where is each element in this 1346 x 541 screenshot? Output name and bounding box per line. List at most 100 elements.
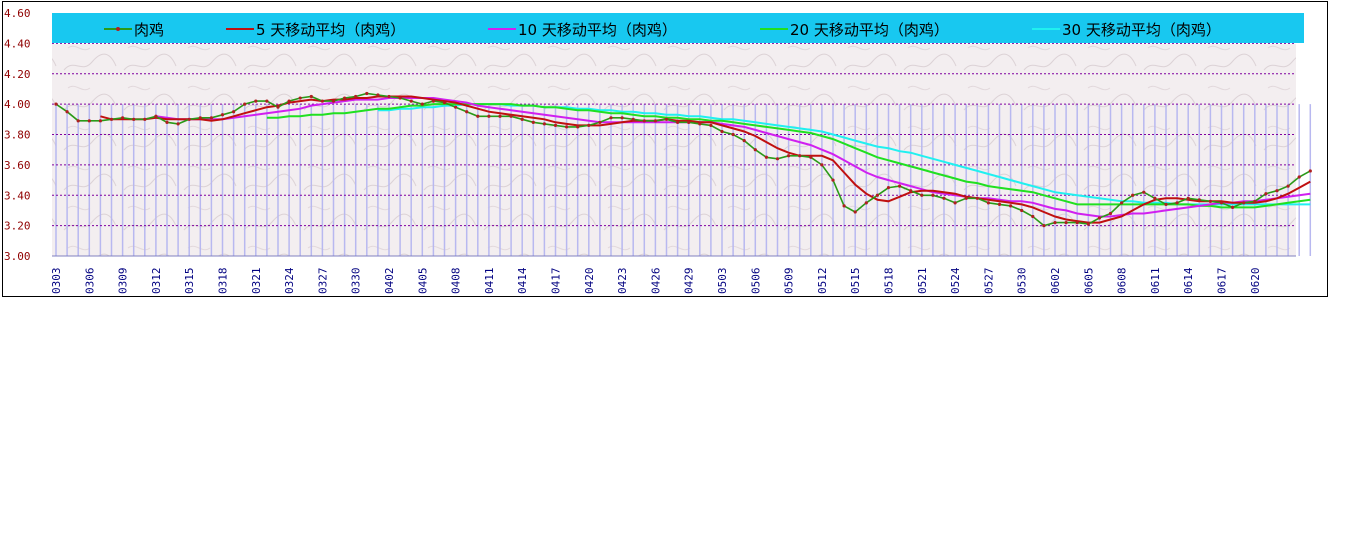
data-point xyxy=(1231,205,1235,209)
data-point xyxy=(1186,196,1190,200)
x-tick-label: 0524 xyxy=(949,267,962,294)
data-point xyxy=(1120,201,1124,205)
data-point xyxy=(254,99,258,103)
data-point xyxy=(587,123,591,127)
series-layer xyxy=(54,91,1312,228)
data-point xyxy=(498,114,502,118)
y-tick-label: 3.40 xyxy=(4,189,31,202)
data-point xyxy=(1275,189,1279,193)
legend-item-ma5: 5 天移动平均（肉鸡） xyxy=(226,21,405,39)
data-point xyxy=(1208,199,1212,203)
data-point xyxy=(187,117,191,121)
data-point xyxy=(209,116,213,120)
data-point xyxy=(542,122,547,126)
data-point xyxy=(276,105,280,109)
data-point xyxy=(143,117,147,121)
x-tick-label: 0605 xyxy=(1082,268,1095,295)
x-tick-label: 0503 xyxy=(716,268,729,295)
data-point xyxy=(931,193,935,197)
data-point xyxy=(1131,193,1135,197)
data-point xyxy=(609,116,613,120)
x-tick-label: 0515 xyxy=(849,268,862,295)
data-point xyxy=(1264,192,1268,196)
x-tick-label: 0620 xyxy=(1249,268,1262,295)
data-point xyxy=(1219,201,1224,205)
data-point xyxy=(1253,199,1257,203)
data-point xyxy=(664,117,669,121)
legend-label: 肉鸡 xyxy=(134,21,164,39)
x-tick-label: 0611 xyxy=(1149,268,1162,295)
legend-item-ma10: 10 天移动平均（肉鸡） xyxy=(488,21,677,39)
data-point xyxy=(1108,211,1113,216)
data-point xyxy=(87,119,91,123)
data-point xyxy=(1164,202,1168,206)
data-point xyxy=(764,155,769,159)
plot-background xyxy=(52,44,1296,256)
x-tick-label: 0602 xyxy=(1049,268,1062,295)
data-point xyxy=(831,178,835,182)
y-tick-label: 3.80 xyxy=(4,129,31,142)
y-tick-label: 4.60 xyxy=(4,7,31,20)
data-point xyxy=(465,110,469,114)
data-point xyxy=(1286,184,1290,188)
x-tick-label: 0530 xyxy=(1016,268,1029,295)
x-tick-label: 0426 xyxy=(649,268,662,295)
data-point xyxy=(1042,224,1046,228)
data-point xyxy=(798,154,802,158)
x-tick-label: 0327 xyxy=(316,268,329,295)
x-tick-label: 0506 xyxy=(749,268,762,295)
legend-label: 20 天移动平均（肉鸡） xyxy=(790,21,949,39)
data-point xyxy=(986,201,991,205)
data-point xyxy=(1053,220,1057,225)
data-point xyxy=(109,117,114,121)
x-tick-label: 0429 xyxy=(683,268,696,295)
data-point xyxy=(753,148,757,152)
data-point xyxy=(320,99,324,103)
x-tick-label: 0521 xyxy=(916,268,929,295)
data-point xyxy=(875,193,880,197)
data-point xyxy=(431,99,435,103)
data-point xyxy=(1308,169,1312,173)
x-tick-label: 0617 xyxy=(1216,268,1229,295)
bars-layer xyxy=(55,104,1312,256)
data-point xyxy=(598,120,602,124)
series-line-ma20 xyxy=(266,103,1311,209)
data-point xyxy=(653,119,658,123)
data-point xyxy=(520,117,524,121)
x-tick-label: 0420 xyxy=(583,268,596,295)
data-point xyxy=(1197,198,1201,202)
data-point xyxy=(642,119,646,123)
data-point xyxy=(676,120,680,124)
data-point xyxy=(154,114,158,118)
data-point xyxy=(476,114,480,118)
data-point xyxy=(298,96,302,100)
data-point xyxy=(265,99,269,103)
data-point xyxy=(1075,220,1079,225)
data-point xyxy=(809,155,813,159)
series-line-raw xyxy=(55,92,1311,227)
data-point xyxy=(553,123,558,127)
legend-band xyxy=(52,13,1304,43)
x-tick-label: 0608 xyxy=(1116,268,1129,295)
data-point xyxy=(354,94,358,99)
data-point xyxy=(1297,175,1301,179)
data-point xyxy=(942,196,946,200)
data-point xyxy=(742,138,746,143)
data-point xyxy=(1142,190,1146,194)
x-tick-label: 0315 xyxy=(183,268,196,295)
y-tick-label: 3.60 xyxy=(4,159,31,172)
data-point xyxy=(687,120,691,124)
data-point xyxy=(886,186,891,190)
x-tick-label: 0324 xyxy=(283,267,296,294)
y-tick-label: 4.20 xyxy=(4,68,31,81)
data-point xyxy=(787,154,791,158)
data-point xyxy=(1097,216,1101,220)
x-tick-label: 0330 xyxy=(350,268,363,295)
data-point xyxy=(54,102,58,106)
y-tick-label: 4.00 xyxy=(4,98,31,111)
data-point xyxy=(487,114,491,118)
data-point xyxy=(698,122,702,126)
x-tick-label: 0518 xyxy=(883,268,896,295)
data-point xyxy=(631,117,635,121)
data-point xyxy=(331,99,336,103)
